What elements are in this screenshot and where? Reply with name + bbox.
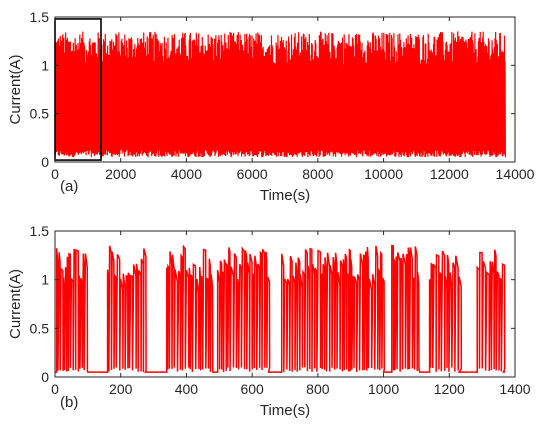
y-axis-title: Current(A): [7, 269, 24, 339]
y-tick-label: 0: [41, 369, 49, 385]
x-tick-label: 600: [240, 381, 264, 397]
zoom-highlight-box: [54, 18, 102, 161]
x-tick-label: 0: [51, 166, 59, 182]
x-tick-label: 14000: [496, 166, 535, 182]
x-tick-label: 1400: [499, 381, 530, 397]
chart-panel-a: 0 2000 4000 6000 8000 10000 12000 14000 0 0.5 1 1.5…: [7, 9, 535, 204]
x-tick-label: 4000: [171, 166, 202, 182]
x-tick-label: 2000: [105, 166, 136, 182]
x-tick-label: 800: [306, 381, 330, 397]
y-tick-label: 1: [41, 272, 49, 288]
x-tick-label: 1200: [434, 381, 465, 397]
y-tick-label: 1.5: [30, 9, 50, 25]
x-tick-label: 6000: [237, 166, 268, 182]
axes-frame: [54, 230, 516, 378]
y-tick-label: 0.5: [30, 106, 50, 122]
x-axis-title: Time(s): [260, 187, 310, 204]
y-tick-label: 1: [41, 57, 49, 73]
x-tick-label: 400: [175, 381, 199, 397]
panel-label: (a): [60, 178, 78, 195]
x-tick-label: 8000: [302, 166, 333, 182]
series-line: [55, 31, 506, 158]
y-tick-label: 1.5: [30, 223, 50, 239]
x-tick-label: 0: [51, 381, 59, 397]
chart-panel-b: 0 200 400 600 800 1000 1200 1400 0 0.5 1 1.5 Time(s)…: [7, 223, 531, 419]
x-tick-label: 1000: [368, 381, 399, 397]
x-tick-label: 200: [109, 381, 133, 397]
x-tick-label: 12000: [430, 166, 469, 182]
x-tick-label: 10000: [364, 166, 403, 182]
y-tick-label: 0: [41, 154, 49, 170]
panel-label: (b): [60, 394, 78, 411]
y-axis-title: Current(A): [7, 54, 24, 124]
series-line: [55, 244, 506, 373]
x-axis-title: Time(s): [260, 402, 310, 419]
y-tick-label: 0.5: [30, 320, 50, 336]
